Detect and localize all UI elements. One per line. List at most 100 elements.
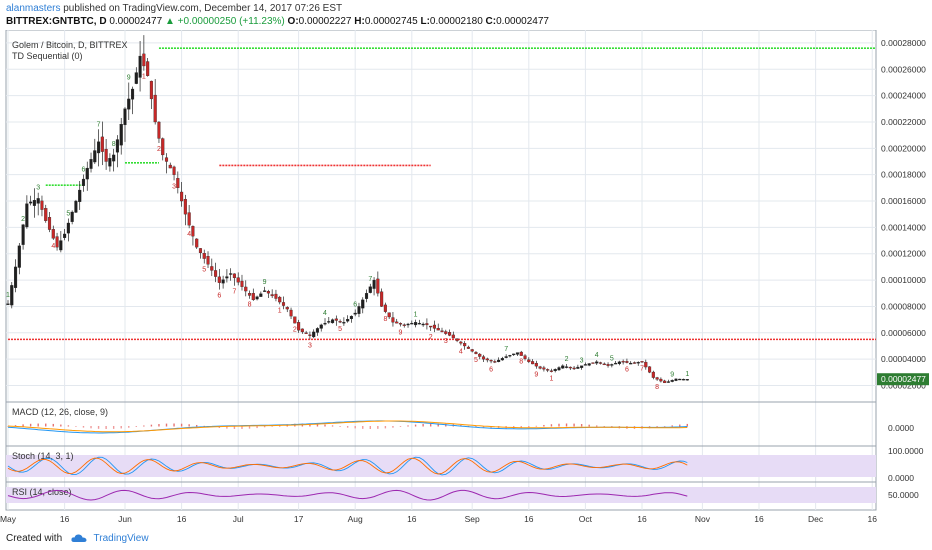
time-axis[interactable]: May 16 Jun 16 Jul 17 Aug 16 Sep 16 Oct 16 Nov 16 Dec 16 xyxy=(0,514,877,524)
candle-body xyxy=(115,139,119,153)
td-count: 5 xyxy=(474,357,478,364)
macd-histogram-bar xyxy=(22,424,24,427)
stoch-d-line xyxy=(7,457,688,475)
candle-body xyxy=(97,141,101,154)
tradingview-cloud-icon xyxy=(71,534,87,543)
candle-body xyxy=(10,285,14,306)
candle-body xyxy=(497,359,501,363)
candle-body xyxy=(259,293,263,297)
macd-histogram-bar xyxy=(256,426,258,429)
candle-body xyxy=(391,317,395,323)
candle-body xyxy=(251,293,255,301)
price-tick-label: 0.00010000 xyxy=(881,275,926,285)
rsi-band xyxy=(6,487,876,503)
candle-body xyxy=(644,361,648,368)
candle-body xyxy=(308,334,312,336)
candle-body xyxy=(368,286,372,293)
candle-body xyxy=(466,346,470,349)
candle-body xyxy=(534,362,538,367)
candle-body xyxy=(463,343,467,347)
candle-body xyxy=(180,191,184,202)
macd-histogram-bar xyxy=(60,424,62,427)
time-tick-label: Sep xyxy=(465,514,480,524)
candle-body xyxy=(500,358,504,361)
candle-body xyxy=(29,201,33,204)
created-with-text: Created with xyxy=(6,533,63,544)
macd-histogram-bar xyxy=(195,424,198,427)
price-tick-label: 0.00012000 xyxy=(881,249,926,259)
candle-body xyxy=(142,53,146,67)
time-tick-label: Dec xyxy=(808,514,824,524)
candle-body xyxy=(161,138,165,156)
macd-histogram-bar xyxy=(686,423,689,427)
td-count: 2 xyxy=(293,326,297,333)
candle-body xyxy=(564,366,569,368)
candle-body xyxy=(78,189,82,202)
price-tick-label: 0.00004000 xyxy=(881,354,926,364)
candle-body xyxy=(364,293,369,299)
candle-body xyxy=(195,238,199,248)
macd-histogram-bar xyxy=(422,423,424,427)
time-tick-label: 16 xyxy=(60,514,70,524)
td-count: 8 xyxy=(112,141,116,148)
candle-body xyxy=(410,322,414,325)
candle-body xyxy=(44,208,48,221)
macd-histogram-bar xyxy=(497,426,500,429)
candle-body xyxy=(538,366,542,369)
candle-body xyxy=(417,322,421,325)
candle-body xyxy=(297,322,301,331)
pane-title: Golem / Bitcoin, D, BITTREX xyxy=(12,40,128,50)
candle-body xyxy=(247,293,252,296)
macd-histogram-bar xyxy=(346,426,349,428)
price-tick-label: 0.00008000 xyxy=(881,301,926,311)
candle-body xyxy=(515,352,520,355)
td-count: 9 xyxy=(670,371,674,378)
time-tick-label: 16 xyxy=(754,514,764,524)
td-count: 5 xyxy=(66,210,70,217)
macd-histogram-bar xyxy=(271,425,273,427)
candle-body xyxy=(451,334,455,339)
candle-body xyxy=(127,98,131,110)
macd-histogram-bar xyxy=(414,424,417,427)
chart-area[interactable]: 1 2 3 4 5 6 7 8 9 1 2 3 4 5 6 7 8 9 1 2 3 4 5 6 7 8 9 1 2 3 4 5 6 7 8 9 1 2 3 4… xyxy=(0,30,932,530)
candle-body xyxy=(542,367,546,370)
candle-body xyxy=(338,321,342,323)
macd-histogram-bar xyxy=(429,423,432,427)
high-label: H: xyxy=(354,16,365,27)
candle-body xyxy=(157,121,161,139)
price-axis[interactable]: 0.00028000 0.00026000 0.00024000 0.00022000… xyxy=(881,38,926,391)
symbol: BITTREX:GNTBTC, D xyxy=(6,16,107,27)
macd-histogram-bar xyxy=(97,426,100,429)
candle-body xyxy=(655,377,659,380)
candle-body xyxy=(568,366,572,369)
candle-body xyxy=(481,356,486,360)
candle-body xyxy=(281,302,286,306)
candle-body xyxy=(474,351,478,355)
candle-body xyxy=(523,355,527,359)
candle-body xyxy=(304,332,308,334)
td-count: 3 xyxy=(308,342,312,349)
td-count: 2 xyxy=(157,146,161,153)
candle-body xyxy=(485,358,489,361)
price-tick-label: 0.00020000 xyxy=(881,143,926,153)
candle-body xyxy=(85,167,89,180)
candle-body xyxy=(225,276,229,279)
candle-body xyxy=(32,200,36,206)
td-count: 7 xyxy=(640,366,644,373)
macd-histogram-bar xyxy=(52,423,54,427)
candle-body xyxy=(648,366,652,373)
candle-body xyxy=(402,324,406,326)
author-link[interactable]: alanmasters xyxy=(6,3,61,14)
macd-histogram-bar xyxy=(362,426,364,429)
macd-histogram-bar xyxy=(663,426,666,427)
candle-body xyxy=(47,217,52,230)
low-label: L: xyxy=(420,16,430,27)
td-count: 1 xyxy=(414,312,418,319)
candle-body xyxy=(674,378,678,381)
candle-body xyxy=(300,328,304,333)
td-sequential-label: TD Sequential (0) xyxy=(12,51,83,61)
candle-body xyxy=(66,222,70,234)
tradingview-link[interactable]: TradingView xyxy=(93,533,149,544)
candle-body xyxy=(470,349,474,352)
candle-body xyxy=(576,366,580,369)
